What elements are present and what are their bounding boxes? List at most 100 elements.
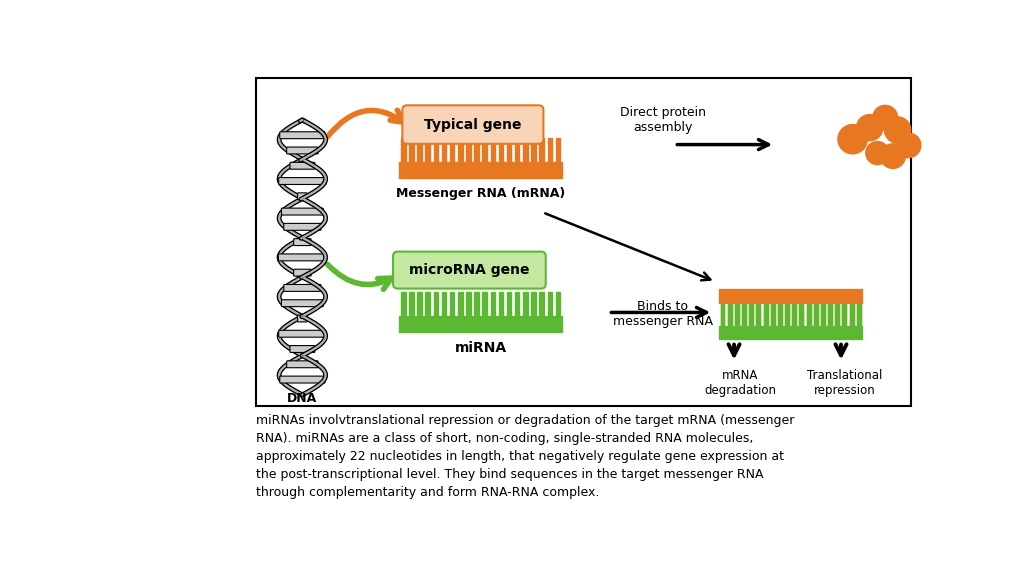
Circle shape <box>872 105 898 130</box>
Bar <box>515 291 519 316</box>
FancyBboxPatch shape <box>298 315 307 322</box>
Bar <box>721 304 725 325</box>
Bar <box>764 304 768 325</box>
FancyBboxPatch shape <box>279 330 326 337</box>
Circle shape <box>885 117 910 143</box>
FancyBboxPatch shape <box>279 177 326 184</box>
FancyBboxPatch shape <box>290 346 314 353</box>
Bar <box>778 304 782 325</box>
Bar <box>458 291 463 316</box>
Bar <box>807 304 811 325</box>
Bar <box>850 304 854 325</box>
Bar <box>466 138 471 162</box>
Bar <box>857 303 861 325</box>
FancyBboxPatch shape <box>280 132 325 139</box>
Bar <box>515 138 519 162</box>
Bar <box>418 291 422 316</box>
Bar <box>433 138 438 162</box>
Bar <box>742 303 746 325</box>
Text: Typical gene: Typical gene <box>424 118 521 131</box>
Bar <box>742 304 746 325</box>
Bar <box>800 303 804 325</box>
Circle shape <box>866 142 889 165</box>
Bar <box>531 138 536 162</box>
Bar <box>778 303 782 325</box>
FancyBboxPatch shape <box>402 105 544 144</box>
Bar <box>523 138 527 162</box>
Bar <box>256 78 910 407</box>
Circle shape <box>896 133 921 158</box>
Bar <box>764 303 768 325</box>
FancyBboxPatch shape <box>279 254 327 261</box>
FancyBboxPatch shape <box>298 193 307 200</box>
Bar <box>719 325 862 339</box>
Bar <box>433 291 438 316</box>
FancyBboxPatch shape <box>294 238 311 245</box>
Bar <box>441 291 446 316</box>
Bar <box>540 138 544 162</box>
Bar <box>499 291 503 316</box>
Bar <box>399 162 562 177</box>
Circle shape <box>838 124 867 154</box>
Bar <box>828 304 833 325</box>
Bar <box>800 304 804 325</box>
Bar <box>474 138 479 162</box>
Bar <box>499 138 503 162</box>
FancyBboxPatch shape <box>284 223 321 230</box>
Bar <box>721 303 725 325</box>
Bar <box>426 138 430 162</box>
Bar <box>728 303 732 325</box>
Bar <box>458 138 463 162</box>
FancyBboxPatch shape <box>294 269 311 276</box>
Bar <box>807 303 811 325</box>
Bar <box>857 304 861 325</box>
Bar <box>490 291 495 316</box>
Bar <box>548 138 552 162</box>
Bar <box>482 138 487 162</box>
Bar <box>793 303 797 325</box>
Bar <box>507 138 511 162</box>
Bar <box>466 291 471 316</box>
Bar <box>843 304 847 325</box>
Bar <box>728 304 732 325</box>
Text: mRNA
degradation: mRNA degradation <box>705 369 776 397</box>
Text: miRNA: miRNA <box>455 341 507 355</box>
Text: miRNAs involvtranslational repression or degradation of the target mRNA (messeng: miRNAs involvtranslational repression or… <box>256 414 795 499</box>
Bar <box>410 138 414 162</box>
Bar <box>418 138 422 162</box>
Text: Translational
repression: Translational repression <box>807 369 883 397</box>
Bar <box>401 291 406 316</box>
Bar <box>450 138 455 162</box>
Bar <box>836 304 840 325</box>
FancyBboxPatch shape <box>290 162 314 169</box>
Bar <box>474 291 479 316</box>
Bar <box>540 291 544 316</box>
Bar <box>426 291 430 316</box>
Bar <box>828 303 833 325</box>
Bar <box>843 303 847 325</box>
Bar <box>507 291 511 316</box>
FancyBboxPatch shape <box>393 252 546 289</box>
Bar <box>814 304 818 325</box>
Bar <box>836 303 840 325</box>
Text: Messenger RNA (mRNA): Messenger RNA (mRNA) <box>396 187 565 200</box>
Bar <box>735 303 739 325</box>
Bar <box>531 291 536 316</box>
Bar <box>490 138 495 162</box>
Bar <box>771 303 775 325</box>
Bar <box>556 291 560 316</box>
Bar <box>556 138 560 162</box>
FancyBboxPatch shape <box>287 147 318 154</box>
FancyBboxPatch shape <box>282 208 324 215</box>
Circle shape <box>856 115 883 141</box>
Bar <box>814 303 818 325</box>
Bar <box>793 304 797 325</box>
Bar <box>771 304 775 325</box>
Bar <box>548 291 552 316</box>
Bar <box>821 303 825 325</box>
Text: Direct protein
assembly: Direct protein assembly <box>620 106 706 134</box>
Bar <box>735 304 739 325</box>
Text: microRNA gene: microRNA gene <box>409 263 529 277</box>
Bar <box>719 289 862 303</box>
Bar <box>821 304 825 325</box>
